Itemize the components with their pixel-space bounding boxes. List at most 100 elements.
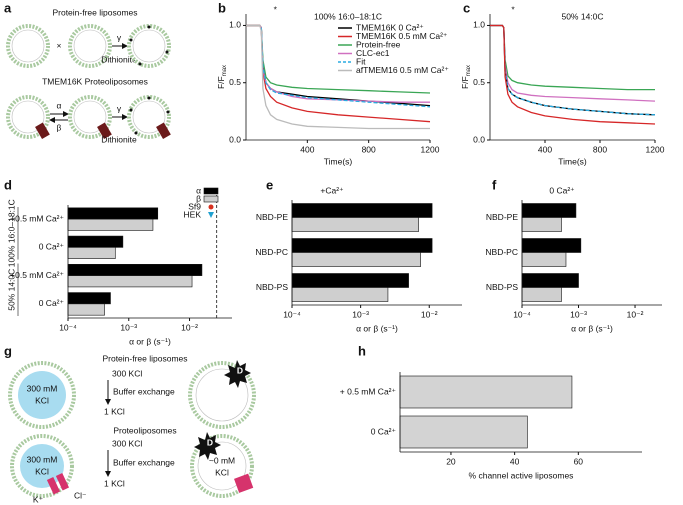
label: Buffer exchange [113, 457, 175, 467]
x-tick-label: 1200 [646, 144, 665, 154]
bar [521, 203, 577, 218]
protein [97, 122, 112, 140]
x-axis-label: % channel active liposomes [469, 470, 574, 480]
legend-label: HEK [184, 209, 202, 219]
series-line [246, 24, 430, 130]
quenched-dots [129, 25, 169, 66]
legend-marker [208, 204, 214, 210]
legend-label: Protein-free [356, 39, 401, 49]
legend-label: α [196, 185, 201, 195]
y-tick-label: NBD-PE [256, 212, 288, 222]
bar [67, 303, 105, 316]
bar [67, 207, 159, 220]
liposome-inner [73, 100, 107, 134]
x-tick-label: 10⁻² [627, 309, 644, 319]
label: γ [117, 32, 122, 42]
annotation: * [274, 4, 278, 14]
y-axis-label-sub: max [466, 65, 472, 76]
panel-letter: f [492, 177, 497, 192]
y-tick-label: 0 Ca²⁺ [371, 426, 397, 436]
y-axis-label-sub: max [222, 65, 228, 76]
label: Cl⁻ [74, 490, 87, 500]
x-tick-label: 10⁻⁴ [283, 309, 301, 319]
y-tick-label: NBD-PS [256, 282, 288, 292]
series-line [260, 27, 431, 108]
bar [291, 287, 389, 302]
x-tick-label: 800 [362, 144, 376, 154]
x-axis-label: Time(s) [324, 156, 353, 166]
liposome [6, 24, 50, 68]
liposome [68, 24, 112, 68]
group-label: 100% 16:0–18:1C [6, 199, 16, 267]
liposome-lumen [20, 444, 64, 488]
y-tick-label: NBD-PC [485, 247, 518, 257]
y-tick-label: 0.5 [473, 77, 485, 87]
y-tick-label: NBD-PC [255, 247, 288, 257]
y-tick-label: 0.0 [473, 134, 485, 144]
label: KCl [215, 467, 229, 477]
label: D [207, 437, 213, 447]
x-tick-label: 60 [574, 456, 584, 466]
y-tick-label: 0 Ca²⁺ [39, 298, 65, 308]
liposome-inner [195, 368, 249, 422]
legend-label: CLC-ec1 [356, 48, 390, 58]
chart-title: 50% 14:0C [561, 11, 603, 21]
legend-label: β [196, 193, 201, 203]
y-tick-label: 1.0 [473, 20, 485, 30]
channel [46, 477, 61, 495]
label: 300 mM [27, 454, 58, 464]
x-axis-label: α or β (s⁻¹) [571, 323, 613, 333]
x-axis-label: α or β (s⁻¹) [129, 336, 171, 346]
bar [67, 264, 203, 276]
legend-label: TMEM16K 0.5 mM Ca²⁺ [356, 31, 448, 41]
liposome-inner [132, 29, 166, 63]
x-tick-label: 10⁻³ [570, 309, 587, 319]
label: Protein-free liposomes [102, 353, 187, 363]
y-axis-label: F/Fmax [216, 65, 227, 89]
liposome-inner [11, 100, 45, 134]
label: 300 KCl [112, 368, 142, 378]
liposome-inner [197, 441, 247, 491]
y-tick-label: 0.0 [229, 134, 241, 144]
label: Dithionite [101, 54, 137, 64]
label: Dithionite [101, 134, 137, 144]
dye [194, 432, 221, 460]
bar [291, 252, 421, 267]
label: 300 mM [27, 383, 58, 393]
legend-label: Fit [356, 56, 366, 66]
bar [521, 273, 579, 288]
y-axis-label-main: F/F [460, 76, 470, 89]
bar [521, 217, 562, 232]
label: 1 KCl [104, 478, 125, 488]
label: D [237, 365, 243, 375]
liposome-lumen [18, 371, 66, 419]
series-line [490, 24, 656, 116]
x-tick-label: 10⁻⁴ [513, 309, 531, 319]
chart-title: 0 Ca²⁺ [549, 185, 575, 195]
x-tick-label: 10⁻² [181, 322, 198, 332]
protein [156, 122, 171, 140]
label: ~0 mM [209, 455, 235, 465]
bar [67, 235, 124, 248]
panel-letter: b [218, 0, 226, 15]
label: TMEM16K Proteoliposomes [42, 76, 148, 86]
liposome-inner [73, 29, 107, 63]
bar [521, 238, 582, 253]
y-tick-label: NBD-PE [486, 212, 518, 222]
x-axis-label: Time(s) [558, 156, 587, 166]
y-axis-label-main: F/F [216, 76, 226, 89]
label: γ [117, 103, 122, 113]
chart-title: 100% 16:0–18:1C [314, 11, 382, 21]
y-tick-label: + 0.5 mM Ca²⁺ [340, 386, 397, 396]
x-tick-label: 800 [593, 144, 607, 154]
legend-label: Sf9 [188, 201, 201, 211]
legend-marker [208, 212, 214, 218]
x-tick-label: 10⁻³ [120, 322, 137, 332]
x-tick-label: 10⁻³ [352, 309, 369, 319]
label: 1 KCl [104, 406, 125, 416]
quenched-dots [129, 96, 170, 135]
panel-letter: c [463, 0, 470, 15]
group-label: 50% 14:0C [6, 269, 16, 311]
y-tick-label: +0.5 mM Ca²⁺ [10, 270, 64, 280]
x-tick-label: 40 [510, 456, 520, 466]
